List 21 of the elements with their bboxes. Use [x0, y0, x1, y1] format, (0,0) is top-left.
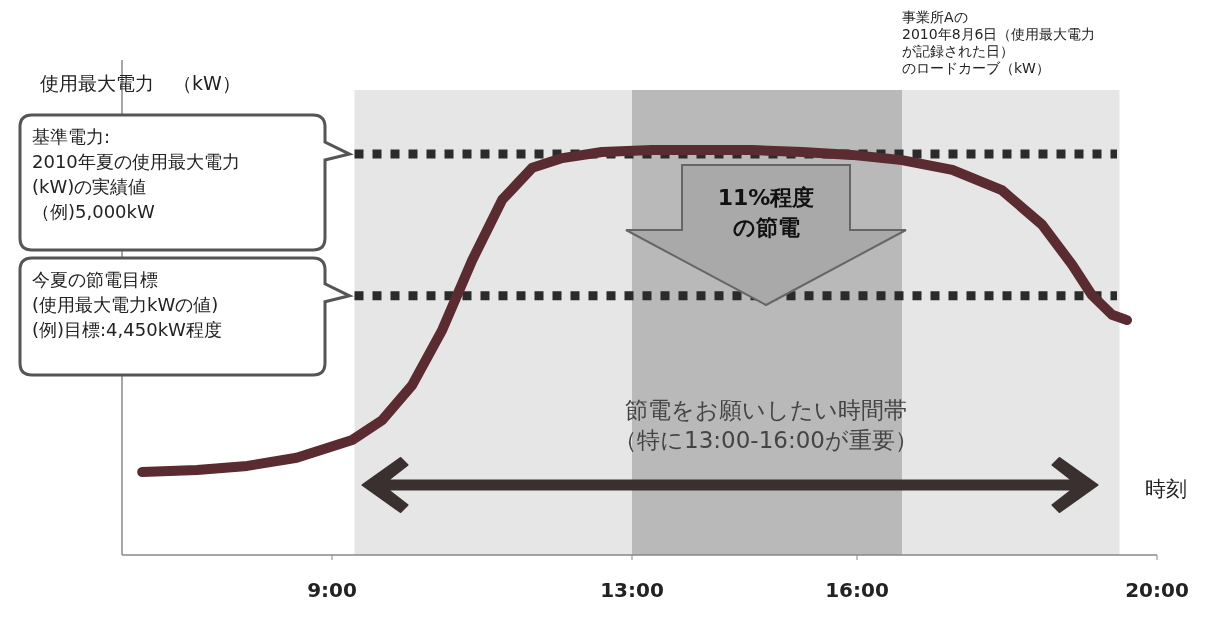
text: 基準電力:	[32, 126, 111, 147]
text: 2010年8月6日（使用最大電力	[902, 26, 1096, 42]
annotation: (使用最大電力kWの値)	[32, 294, 219, 315]
text: のロードカーブ（kW）	[902, 60, 1050, 76]
annotation: (kW)の実績値	[32, 176, 147, 197]
x-axis-title: 時刻	[1145, 477, 1187, 501]
y-axis-title: 使用最大電力 （kW）	[40, 72, 241, 94]
text: が記録された日）	[902, 43, 1014, 59]
x-tick-label: 9:00	[307, 578, 357, 602]
annotation: 2010年夏の使用最大電力	[32, 151, 240, 172]
annotation: 節電をお願いしたい時間帯	[625, 397, 907, 423]
annotation: の節電	[732, 215, 800, 240]
annotation: （特に13:00-16:00が重要）	[614, 427, 918, 453]
x-tick-label: 13:00	[600, 578, 664, 602]
text: 事業所Aの	[902, 9, 968, 25]
x-tick-label: 20:00	[1125, 578, 1189, 602]
annotation: (例)目標:4,450kW程度	[32, 319, 222, 340]
annotation: （例)5,000kW	[32, 201, 155, 222]
annotation: 今夏の節電目標	[32, 269, 158, 290]
x-tick-label: 16:00	[825, 578, 889, 602]
annotation: 11%程度	[717, 185, 815, 210]
